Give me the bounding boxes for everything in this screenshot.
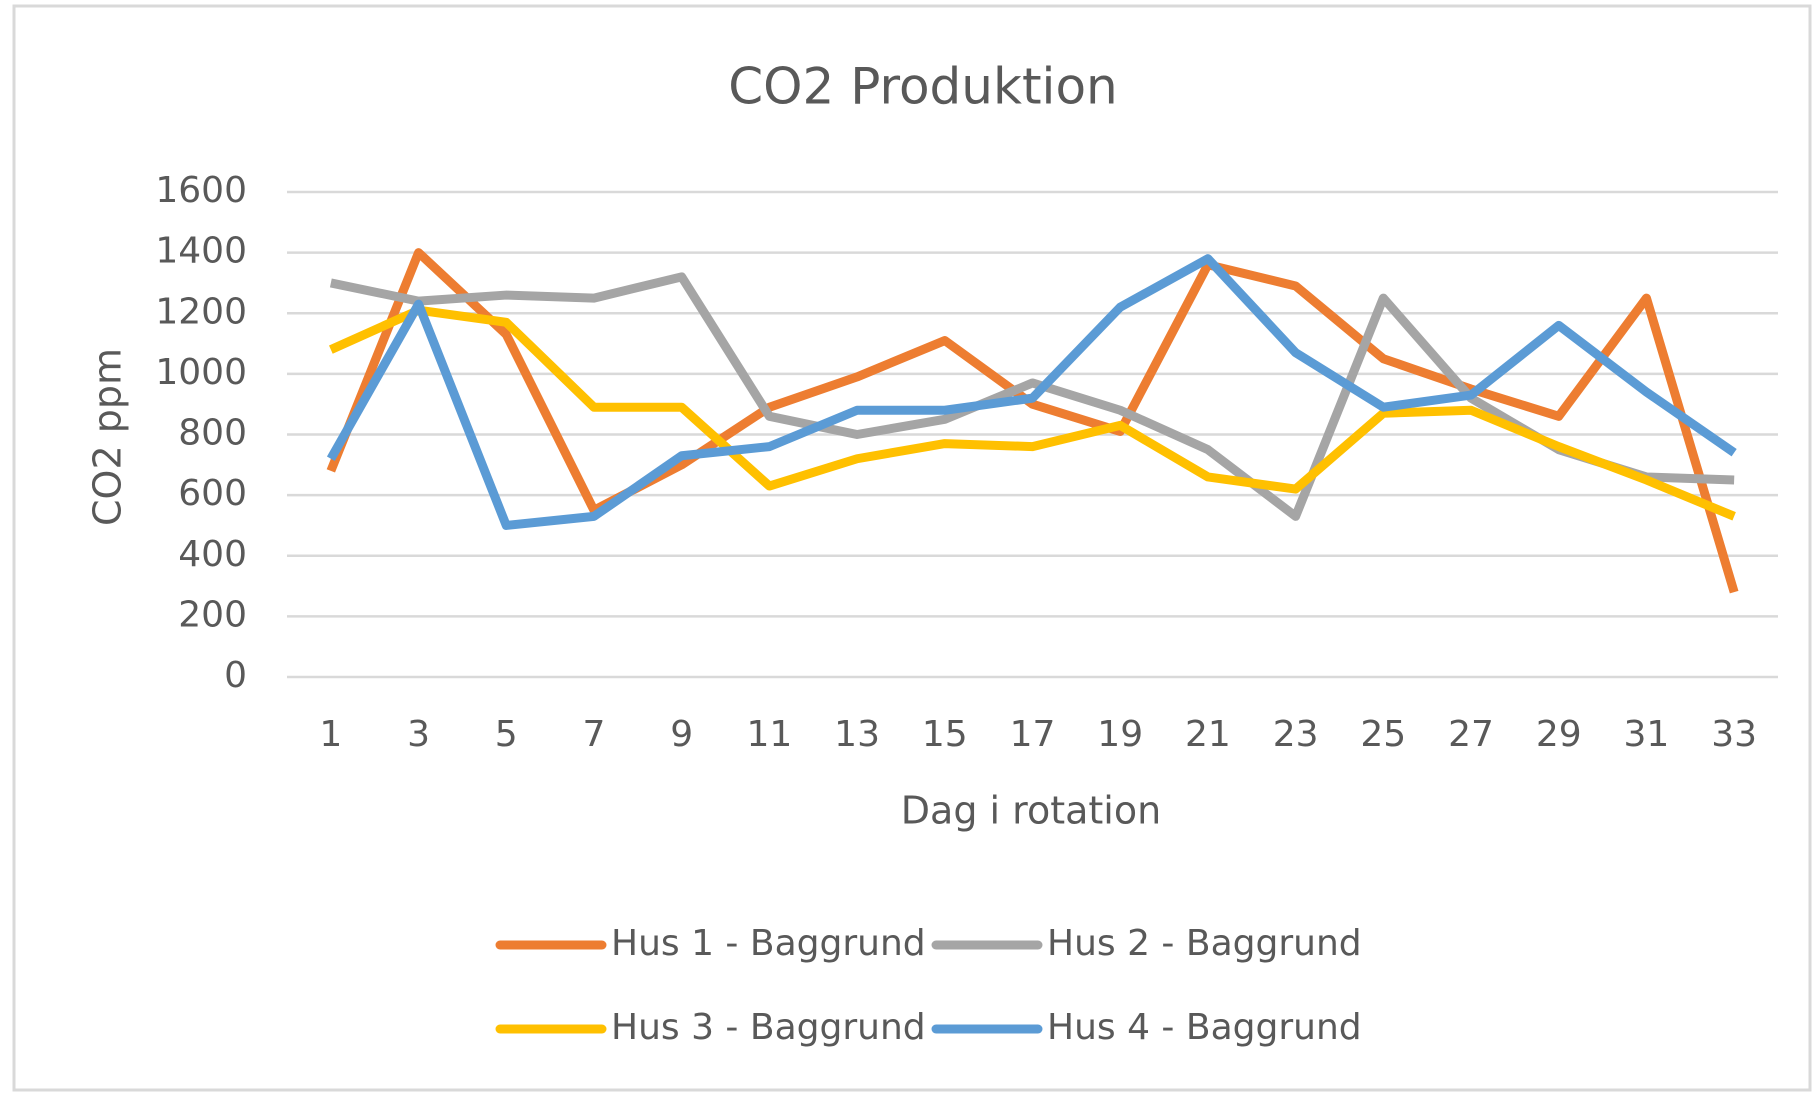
chart-title: CO2 Produktion: [728, 58, 1117, 116]
y-tick-label: 400: [178, 534, 247, 575]
x-tick-label: 31: [1624, 714, 1670, 755]
y-tick-label: 600: [178, 473, 247, 514]
y-tick-label: 200: [178, 594, 247, 635]
chart-border: [12, 4, 1812, 1092]
y-tick-label: 1400: [155, 231, 247, 272]
x-tick-label: 17: [1010, 714, 1056, 755]
x-tick-label: 25: [1360, 714, 1406, 755]
y-axis-title: CO2 ppm: [86, 348, 130, 526]
x-tick-label: 11: [746, 714, 792, 755]
x-tick-label: 19: [1097, 714, 1143, 755]
x-tick-label: 9: [670, 714, 693, 755]
x-tick-label: 21: [1185, 714, 1231, 755]
y-tick-label: 1000: [155, 352, 247, 393]
x-tick-label: 13: [834, 714, 880, 755]
x-axis-title: Dag i rotation: [901, 789, 1161, 833]
series-line: [326, 254, 1737, 530]
y-tick-label: 800: [178, 413, 247, 454]
series-line: [329, 272, 1735, 521]
x-tick-label: 23: [1273, 714, 1319, 755]
legend-label: Hus 3 - Baggrund: [611, 1007, 926, 1048]
legend-label: Hus 1 - Baggrund: [611, 923, 926, 964]
y-tick-label: 0: [224, 655, 247, 696]
x-tick-label: 33: [1711, 714, 1757, 755]
legend-label: Hus 2 - Baggrund: [1047, 923, 1362, 964]
x-tick-label: 1: [319, 714, 342, 755]
x-tick-label: 7: [583, 714, 606, 755]
x-tick-label: 5: [495, 714, 518, 755]
x-tick-label: 3: [407, 714, 430, 755]
legend-label: Hus 4 - Baggrund: [1047, 1007, 1362, 1048]
x-tick-label: 29: [1536, 714, 1582, 755]
x-tick-label: 15: [922, 714, 968, 755]
x-tick-label: 27: [1448, 714, 1494, 755]
y-tick-label: 1200: [155, 291, 247, 332]
series-line: [326, 248, 1739, 594]
series-line: [329, 305, 1736, 521]
y-tick-label: 1600: [155, 170, 247, 211]
